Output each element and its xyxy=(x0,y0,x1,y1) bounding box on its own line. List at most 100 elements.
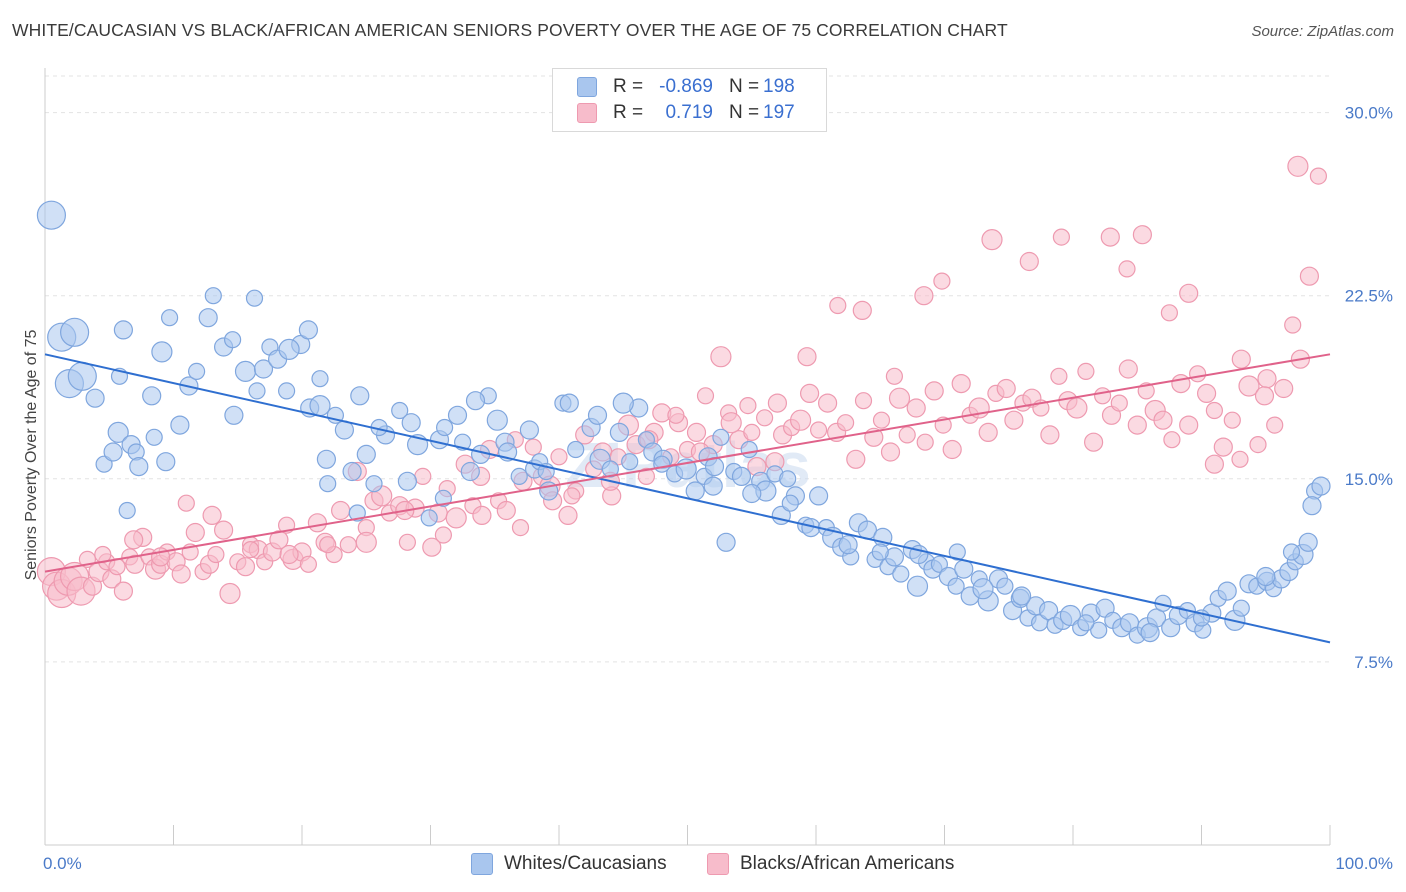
point-blacks xyxy=(978,422,998,442)
point-blacks xyxy=(1266,416,1284,434)
point-whites xyxy=(151,341,173,363)
point-blacks xyxy=(1050,367,1068,385)
point-whites xyxy=(996,577,1014,595)
point-whites xyxy=(601,460,620,478)
legend: R = -0.869 N = 198 R = 0.719 N = 197 xyxy=(552,68,827,132)
point-whites xyxy=(1090,621,1108,639)
point-blacks xyxy=(113,581,134,601)
point-blacks xyxy=(1254,386,1275,406)
point-blacks xyxy=(472,505,492,526)
legend-swatch-blacks xyxy=(577,103,597,123)
point-whites xyxy=(1077,614,1095,632)
point-whites xyxy=(245,289,264,307)
chart-title: WHITE/CAUCASIAN VS BLACK/AFRICAN AMERICA… xyxy=(12,20,1008,40)
point-blacks xyxy=(1118,359,1138,379)
point-whites xyxy=(253,359,274,379)
point-blacks xyxy=(177,494,195,512)
point-blacks xyxy=(1249,436,1267,454)
point-blacks xyxy=(398,533,416,551)
point-blacks xyxy=(888,387,911,409)
point-blacks xyxy=(331,500,351,521)
point-whites xyxy=(740,440,758,459)
point-blacks xyxy=(445,507,467,529)
point-whites xyxy=(1140,622,1160,643)
point-blacks xyxy=(1118,260,1136,278)
point-blacks xyxy=(422,537,442,557)
point-whites xyxy=(85,388,105,408)
point-whites xyxy=(808,486,829,506)
point-blacks xyxy=(696,387,715,405)
point-whites xyxy=(742,483,762,504)
point-whites xyxy=(356,444,376,464)
point-blacks xyxy=(1188,365,1207,383)
point-blacks xyxy=(235,557,256,577)
point-blacks xyxy=(686,422,707,442)
point-blacks xyxy=(1213,437,1233,457)
legend-swatch-whites xyxy=(577,77,597,97)
point-blacks xyxy=(885,367,904,385)
point-whites xyxy=(342,461,362,482)
point-whites xyxy=(447,405,468,425)
point-blacks xyxy=(1287,155,1309,177)
point-whites xyxy=(59,317,90,347)
point-whites xyxy=(609,422,630,442)
point-blacks xyxy=(214,520,234,540)
point-blacks xyxy=(269,530,289,550)
point-whites xyxy=(298,320,318,340)
point-blacks xyxy=(667,406,685,424)
point-blacks xyxy=(1284,316,1302,334)
point-whites xyxy=(234,360,257,382)
point-blacks xyxy=(1257,369,1277,389)
point-blacks xyxy=(550,448,568,466)
point-whites xyxy=(118,501,136,520)
point-blacks xyxy=(797,347,817,367)
legend-r-value: 0.719 xyxy=(665,102,713,123)
point-whites xyxy=(224,405,244,425)
point-blacks xyxy=(202,505,222,526)
point-whites xyxy=(621,453,639,471)
point-whites xyxy=(319,475,337,493)
trend-lines xyxy=(44,353,1331,644)
point-blacks xyxy=(524,438,542,456)
point-whites xyxy=(311,370,329,388)
point-whites xyxy=(156,452,176,472)
point-whites xyxy=(365,475,383,493)
point-blacks xyxy=(1040,425,1060,445)
point-whites xyxy=(712,428,730,446)
bottom-legend-swatch-blacks xyxy=(707,853,729,875)
point-blacks xyxy=(789,409,812,431)
point-whites xyxy=(316,449,336,469)
point-blacks xyxy=(710,346,732,368)
legend-r-value: -0.869 xyxy=(659,76,713,97)
point-blacks xyxy=(1004,410,1024,430)
point-blacks xyxy=(1299,266,1320,286)
point-blacks xyxy=(1127,415,1147,435)
legend-n-value: 198 xyxy=(763,76,795,97)
point-blacks xyxy=(996,378,1016,399)
point-blacks xyxy=(355,531,377,553)
point-whites xyxy=(703,476,723,496)
point-whites xyxy=(685,481,705,501)
point-blacks xyxy=(1231,450,1249,468)
point-blacks xyxy=(933,272,951,290)
point-whites xyxy=(224,331,242,349)
point-blacks xyxy=(1171,374,1191,394)
x-tick-label-min: 0.0% xyxy=(43,854,82,873)
y-tick-labels: 7.5% 15.0% 22.5% 30.0% xyxy=(1345,104,1393,672)
legend-n-label: N = xyxy=(729,102,760,123)
point-whites xyxy=(716,532,736,552)
y-axis-label: Seniors Poverty Over the Age of 75 xyxy=(23,330,40,581)
point-whites xyxy=(350,386,370,406)
series-whites-points xyxy=(36,200,1331,644)
point-whites xyxy=(781,494,799,512)
point-blacks xyxy=(914,286,934,306)
point-whites xyxy=(248,382,266,400)
point-whites xyxy=(434,489,452,507)
point-blacks xyxy=(1019,251,1039,272)
point-blacks xyxy=(496,500,516,521)
legend-r-label: R = xyxy=(613,76,644,97)
point-blacks xyxy=(124,530,144,550)
point-whites xyxy=(113,320,134,340)
point-whites xyxy=(1256,566,1276,587)
y-tick-label: 30.0% xyxy=(1345,104,1393,123)
